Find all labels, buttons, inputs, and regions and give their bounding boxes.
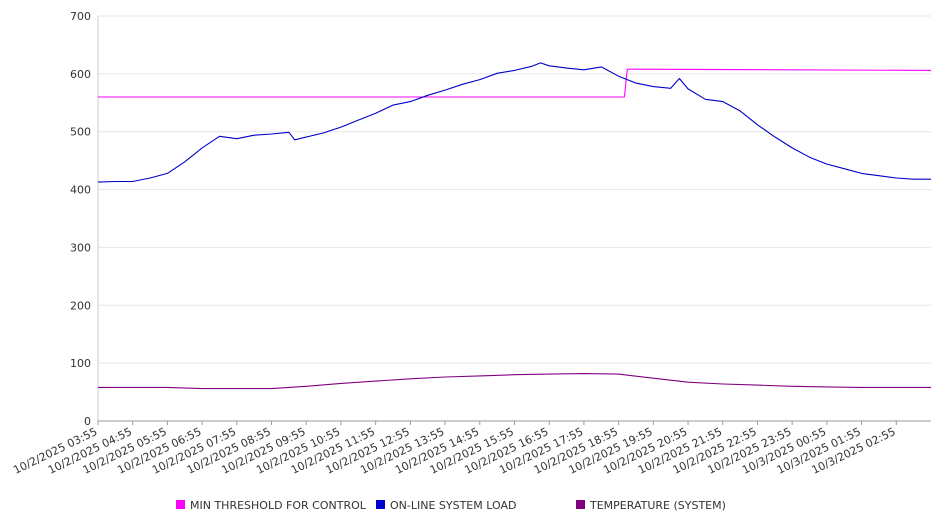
- y-tick-label: 400: [70, 184, 91, 197]
- y-tick-label: 600: [70, 68, 91, 81]
- y-tick-label: 700: [70, 10, 91, 23]
- series-line: [98, 68, 932, 98]
- legend-swatch: [576, 500, 585, 509]
- legend-swatch: [176, 500, 185, 509]
- series-lines: [97, 62, 932, 390]
- y-axis-ticks: 0 100 200 300 400 500 600 700: [70, 10, 91, 428]
- legend-label: ON-LINE SYSTEM LOAD: [390, 499, 516, 512]
- y-tick-label: 0: [84, 415, 91, 428]
- series-line: [97, 62, 931, 183]
- series-line: [98, 373, 931, 390]
- y-tick-label: 100: [70, 357, 91, 370]
- legend-label: TEMPERATURE (SYSTEM): [589, 499, 726, 512]
- y-tick-label: 200: [70, 299, 91, 312]
- legend: MIN THRESHOLD FOR CONTROL ON-LINE SYSTEM …: [176, 499, 726, 512]
- legend-label: MIN THRESHOLD FOR CONTROL: [190, 499, 367, 512]
- legend-swatch: [376, 500, 385, 509]
- axes: [97, 16, 931, 422]
- y-tick-label: 500: [70, 126, 91, 139]
- grid-lines: [98, 15, 931, 364]
- y-tick-label: 300: [70, 241, 91, 254]
